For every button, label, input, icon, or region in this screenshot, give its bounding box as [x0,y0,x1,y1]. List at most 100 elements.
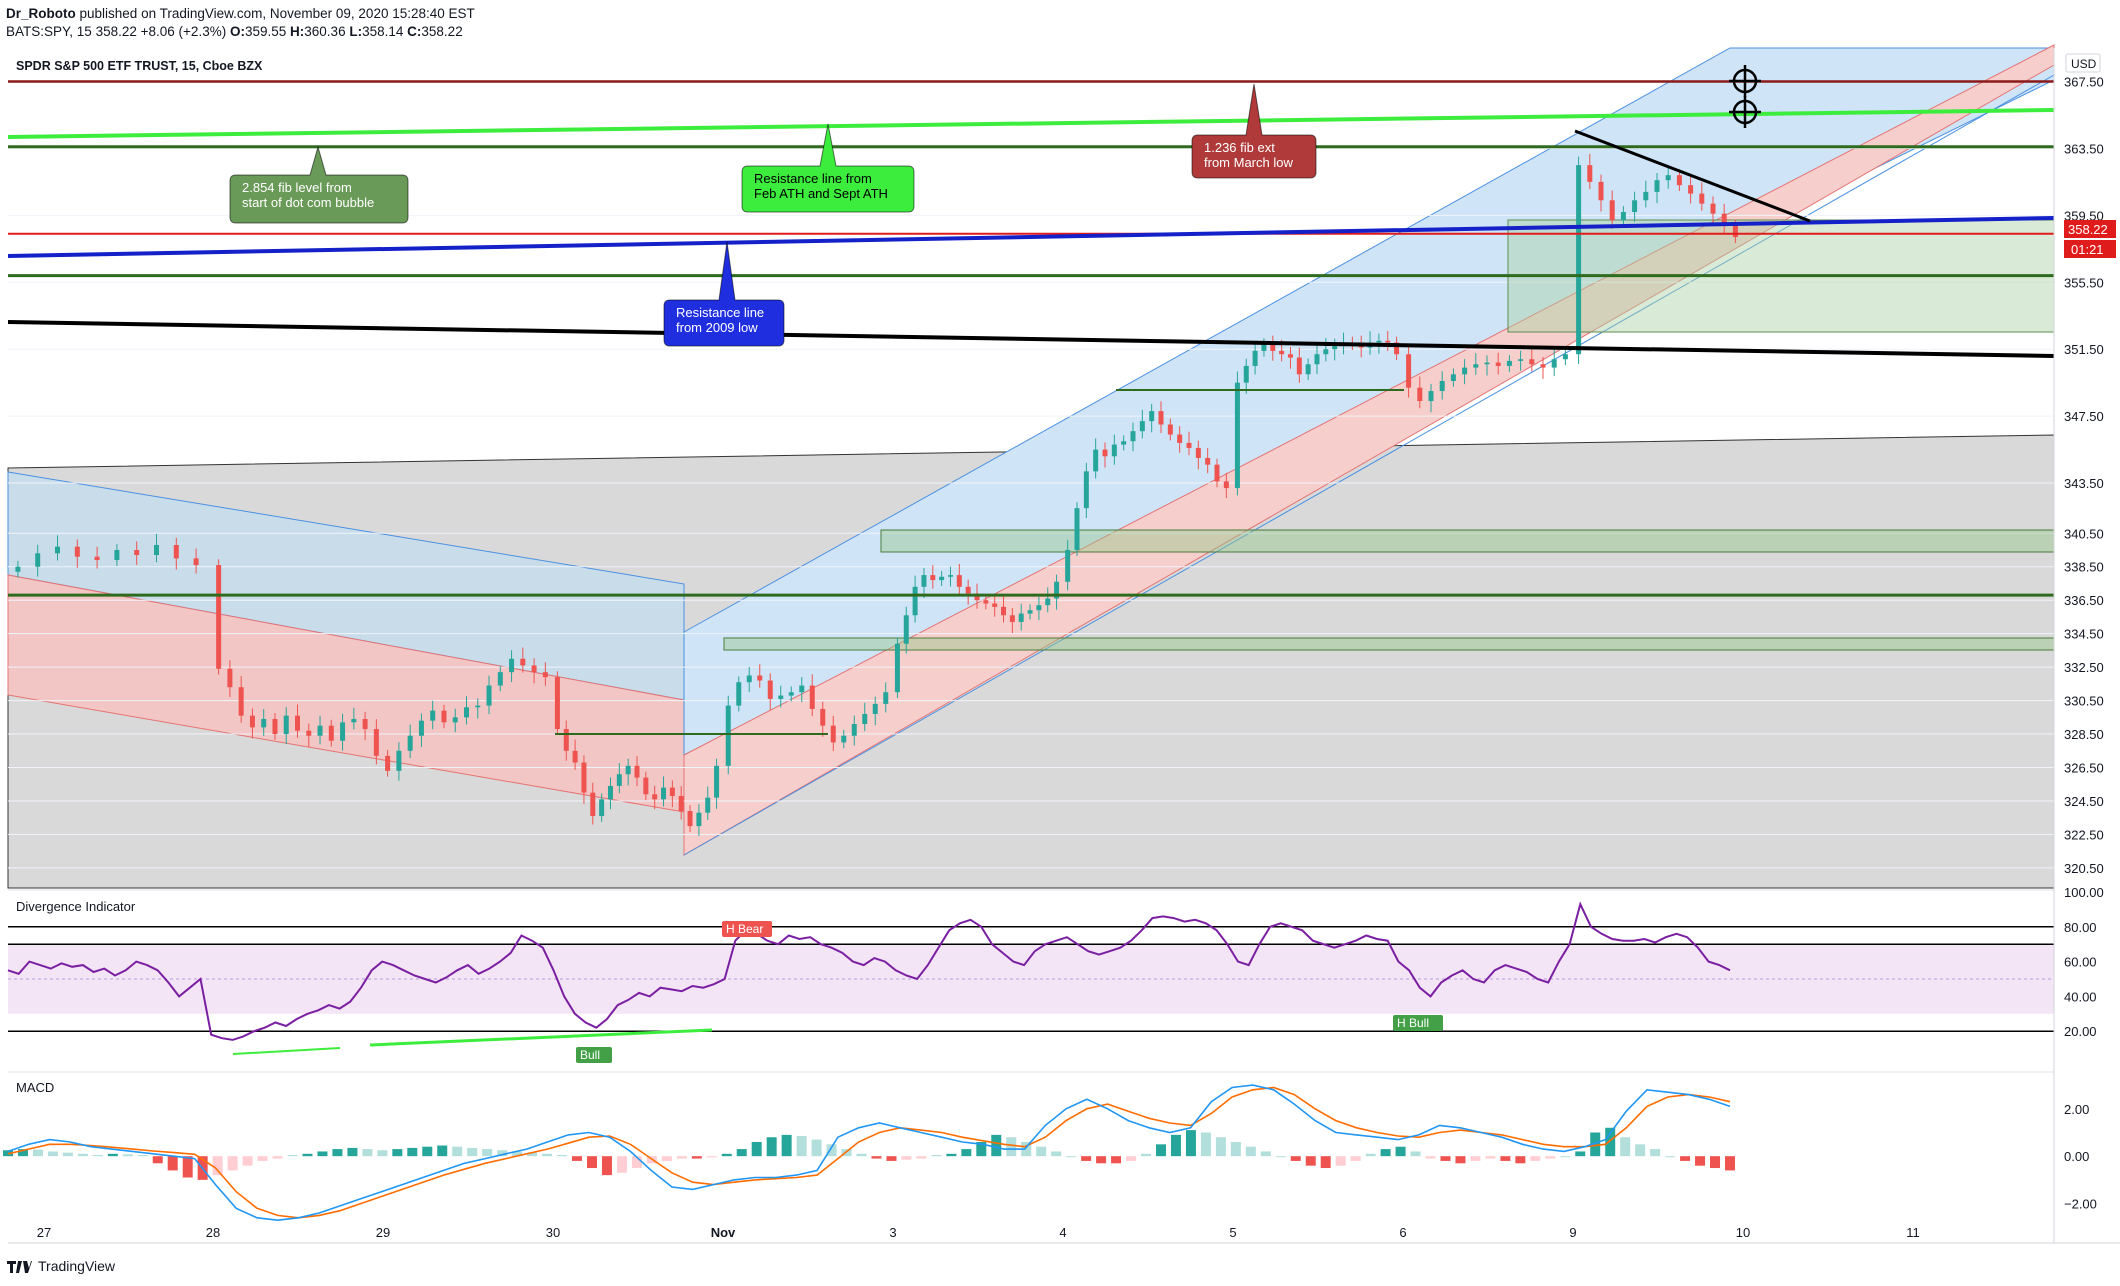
candle[interactable] [809,674,815,717]
candle[interactable] [1620,206,1626,227]
zone-333[interactable] [723,637,2055,651]
candle[interactable] [1450,368,1456,387]
candle[interactable] [154,533,159,563]
candle[interactable] [921,567,927,599]
candle[interactable] [1149,403,1155,433]
candle[interactable] [74,539,80,568]
candle[interactable] [1654,172,1660,204]
candle[interactable] [687,805,693,832]
crosshair-target-icon[interactable] [1729,96,1761,128]
candle[interactable] [227,660,233,698]
candle[interactable] [590,782,596,825]
candle[interactable] [1305,358,1311,381]
candle[interactable] [599,793,605,822]
candle[interactable] [1518,350,1524,371]
candle[interactable] [1093,438,1099,479]
candle[interactable] [1177,426,1183,453]
candle[interactable] [1139,409,1145,439]
candle[interactable] [1551,349,1557,377]
candle[interactable] [114,544,120,566]
candle[interactable] [1710,196,1716,225]
candle[interactable] [625,758,631,786]
candle[interactable] [1121,435,1127,451]
candle[interactable] [894,637,900,699]
candle[interactable] [983,594,989,610]
candle[interactable] [1562,348,1568,366]
candle[interactable] [173,537,179,570]
author-name[interactable]: Dr_Roboto [6,6,76,21]
candle[interactable] [947,566,953,587]
candle[interactable] [464,696,469,725]
candle[interactable] [1385,330,1391,352]
candle[interactable] [634,755,640,787]
candle[interactable] [714,758,720,809]
candle[interactable] [373,719,379,765]
crosshair-target-icon[interactable] [1729,65,1761,97]
bull-label[interactable]: Bull [576,1047,612,1063]
candle[interactable] [193,548,199,574]
candle[interactable] [1083,462,1089,519]
candle[interactable] [1065,540,1071,591]
candle[interactable] [1406,345,1412,398]
candle[interactable] [283,707,289,744]
candle[interactable] [1439,371,1445,400]
macd-signal-line[interactable] [7,1086,1731,1219]
candle[interactable] [939,570,945,586]
candle[interactable] [1270,335,1276,361]
candle[interactable] [1529,348,1535,372]
candle[interactable] [903,606,909,654]
candle[interactable] [55,535,60,561]
divergence-indicator-pane[interactable]: H Bear Bull H Bull [7,889,2054,1063]
candle[interactable] [15,560,21,578]
candle[interactable] [407,724,413,758]
candle[interactable] [746,666,752,693]
bull-divergence-line[interactable] [369,1028,713,1047]
candle[interactable] [778,685,784,708]
candle[interactable] [520,647,526,673]
candle[interactable] [1721,203,1727,234]
candle[interactable] [830,715,836,751]
feb-sept-ath-resistance-line[interactable] [7,108,2055,139]
candle[interactable] [249,708,255,739]
candle[interactable] [1643,180,1649,208]
candle[interactable] [1598,174,1604,212]
candle[interactable] [362,711,368,741]
candle[interactable] [1314,345,1320,375]
candle[interactable] [1130,422,1136,452]
candle[interactable] [1676,169,1682,192]
candle[interactable] [1045,587,1051,613]
candle[interactable] [696,804,702,836]
candle[interactable] [841,729,847,749]
candle[interactable] [1632,191,1638,222]
candle[interactable] [572,739,578,770]
candle[interactable] [1587,153,1593,190]
candle[interactable] [272,713,278,740]
candle[interactable] [531,658,537,684]
candle[interactable] [643,771,649,801]
candle[interactable] [757,664,763,688]
candle[interactable] [912,575,918,623]
candle[interactable] [1540,357,1546,379]
macd-line[interactable] [7,1084,1731,1222]
candle[interactable] [1394,336,1400,361]
candle[interactable] [1234,371,1240,496]
candle[interactable] [1001,595,1007,623]
candle[interactable] [930,565,936,589]
candle[interactable] [581,755,587,804]
candle[interactable] [1699,182,1705,211]
zone-338[interactable] [880,529,2055,553]
candle[interactable] [1158,401,1164,434]
candle[interactable] [725,695,731,775]
candle[interactable] [430,700,436,730]
candle[interactable] [328,719,334,747]
candle[interactable] [788,686,794,702]
candle[interactable] [385,749,391,777]
candle[interactable] [441,704,447,729]
candle[interactable] [872,696,878,726]
candle[interactable] [851,715,857,746]
candle[interactable] [1252,340,1258,375]
candle[interactable] [1428,383,1434,413]
